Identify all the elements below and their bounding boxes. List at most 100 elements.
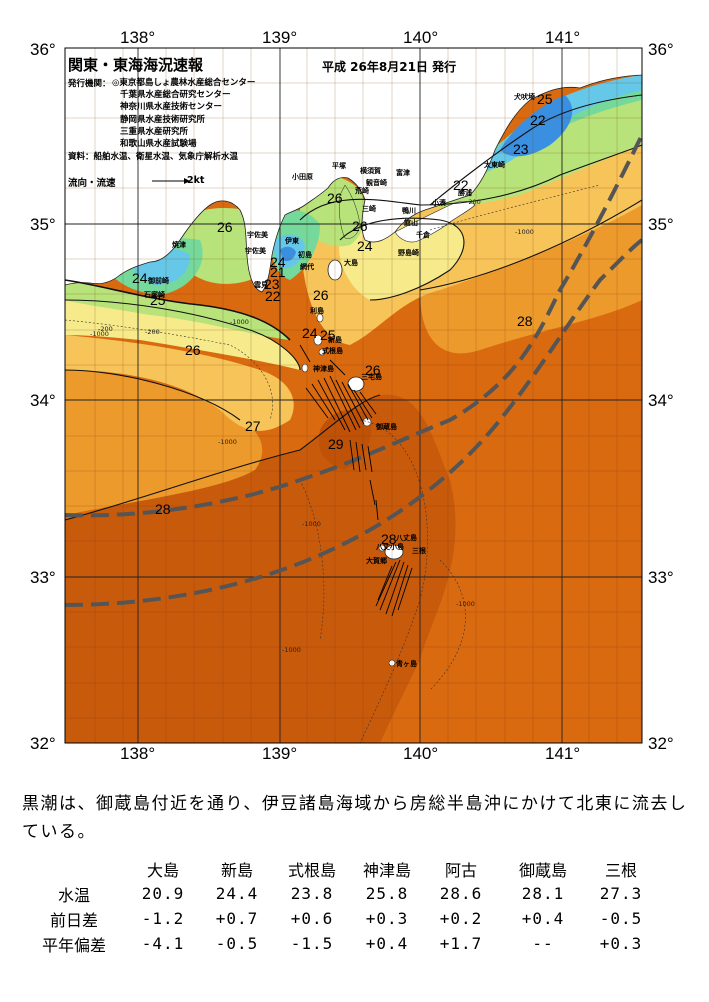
place-label: 大賀郷 (366, 557, 387, 565)
place-label: 荒崎 (355, 187, 369, 195)
column-header: 御蔵島 (518, 860, 567, 880)
isotherm-label: 26 (313, 287, 329, 303)
table-cell: +0.7 (215, 909, 259, 928)
place-label: 焼津 (172, 241, 186, 249)
isotherm-label: 28 (381, 531, 397, 547)
flow-legend-unit: 2kt (187, 175, 205, 186)
isotherm-label: 23 (513, 141, 529, 157)
lat-label-right: 35° (648, 215, 674, 234)
place-label: 千倉 (416, 231, 430, 239)
land-honshu (65, 48, 642, 293)
lon-label-bottom: 138° (120, 744, 156, 763)
kuroshio-axis (65, 134, 642, 607)
isotherm-label: 25 (537, 91, 553, 107)
place-label: 御蔵島 (376, 423, 397, 431)
lat-label-right: 34° (648, 391, 674, 410)
depth-label: -1000 (515, 228, 534, 236)
observation-table: 大島 新島 式根島 神津島 阿古 御蔵島 三根 水温 20.9 24.4 23.… (24, 856, 656, 956)
island-hachijo (384, 544, 404, 560)
lon-label-bottom: 140° (403, 744, 439, 763)
isotherm-label: 24 (132, 270, 148, 286)
place-label: 利島 (310, 307, 324, 315)
column-header: 新島 (220, 860, 253, 880)
place-label: 三根 (412, 547, 426, 555)
place-label: 小湊 (432, 199, 446, 207)
isotherm-label: 28 (155, 501, 171, 517)
place-label: 三宅島 (361, 373, 382, 381)
isotherm-label: 25 (320, 327, 336, 343)
isotherm-label: 28 (517, 313, 533, 329)
depth-label: -1000 (282, 646, 301, 654)
lon-label-bottom: 141° (545, 744, 581, 763)
lon-label-top: 140° (403, 28, 439, 47)
grid (65, 48, 642, 743)
place-label: 横須賀 (360, 167, 381, 175)
place-label: 鴨川 (402, 207, 416, 215)
isotherm-label: 23 (264, 276, 280, 292)
place-label: 網代 (300, 263, 314, 271)
place-label: 富津 (396, 169, 410, 177)
table-cell: +0.4 (521, 909, 565, 928)
row-label: 水温 (57, 885, 90, 905)
table-cell: -- (532, 934, 554, 953)
depth-label: -200 (145, 328, 160, 336)
isotherm-label: 22 (265, 288, 281, 304)
place-label: 式根島 (322, 347, 343, 355)
place-label: 青ヶ島 (396, 660, 417, 668)
table-cell: -0.5 (599, 909, 643, 928)
place-label: 宇佐美 (247, 231, 268, 239)
place-label: 神津島 (313, 365, 334, 373)
place-label: 観音崎 (366, 179, 387, 187)
sst-zone-27 (65, 370, 263, 515)
lat-label-right: 36° (648, 40, 674, 59)
place-label: 平塚 (332, 162, 346, 170)
issue-date: 平成 26年8月21日 発行 (322, 60, 457, 74)
table-row: 水温 20.9 24.4 23.8 25.8 28.6 28.1 27.3 (24, 881, 656, 906)
column-header: 大島 (146, 860, 179, 880)
table-cell: 27.3 (599, 884, 643, 903)
flow-legend-label: 流向・流速 (68, 178, 116, 189)
lat-label-right: 32° (648, 734, 674, 753)
column-header: 阿古 (444, 860, 477, 880)
publisher-list: ◎東京都島しょ農林水産総合センター 千葉県水産総合研究センター 神奈川県水産技術… (112, 77, 255, 150)
table-cell: +0.3 (599, 934, 643, 953)
table-cell: -4.1 (141, 934, 185, 953)
place-label: 八丈小島 (376, 543, 404, 551)
row-label: 平年偏差 (41, 935, 106, 955)
publisher-item: 静岡県水産技術研究所 (120, 114, 206, 125)
sst-zone-25 (65, 300, 300, 370)
table-cell: 28.6 (439, 884, 483, 903)
isotherm-label: 26 (327, 190, 343, 206)
current-vectors (299, 344, 413, 617)
isotherm-label: 22 (453, 177, 469, 193)
lat-label-left: 33° (30, 568, 56, 587)
table-header-row: 大島 新島 式根島 神津島 阿古 御蔵島 三根 (24, 856, 656, 881)
table-cell: +0.4 (365, 934, 409, 953)
column-header: 神津島 (362, 860, 411, 880)
depth-label: -1000 (302, 520, 321, 528)
isotherm-label: 25 (150, 292, 166, 308)
data-source: 資料：船舶水温、衛星水温、気象庁解析水温 (68, 152, 239, 162)
sea-surface-temperature-map (64, 47, 643, 744)
lat-label-left: 32° (30, 734, 56, 753)
place-label: 石廊崎 (144, 291, 165, 299)
depth-label: -200 (98, 325, 113, 333)
isotherm-label: 26 (217, 219, 233, 235)
depth-label: -1000 (230, 318, 249, 326)
place-label: 八丈島 (396, 534, 417, 542)
column-header: 式根島 (287, 860, 336, 880)
table-cell: -0.5 (215, 934, 259, 953)
depth-label: -200 (466, 198, 481, 206)
table-row: 前日差 -1.2 +0.7 +0.6 +0.3 +0.2 +0.4 -0.5 (24, 906, 656, 931)
publisher-item: 和歌山県水産試験場 (120, 139, 197, 150)
publisher-item: 千葉県水産総合研究センター (120, 90, 231, 101)
place-label: 小田原 (292, 173, 313, 181)
table-cell: -1.5 (290, 934, 334, 953)
isotherm-label: 24 (270, 254, 286, 270)
place-label: 伊東 (285, 237, 299, 245)
table-cell: 24.4 (215, 884, 259, 903)
table-cell: 25.8 (365, 884, 409, 903)
publisher-label: 発行機関： (68, 79, 111, 89)
isotherm-label: 26 (365, 362, 381, 378)
isotherm-label: 22 (530, 112, 546, 128)
